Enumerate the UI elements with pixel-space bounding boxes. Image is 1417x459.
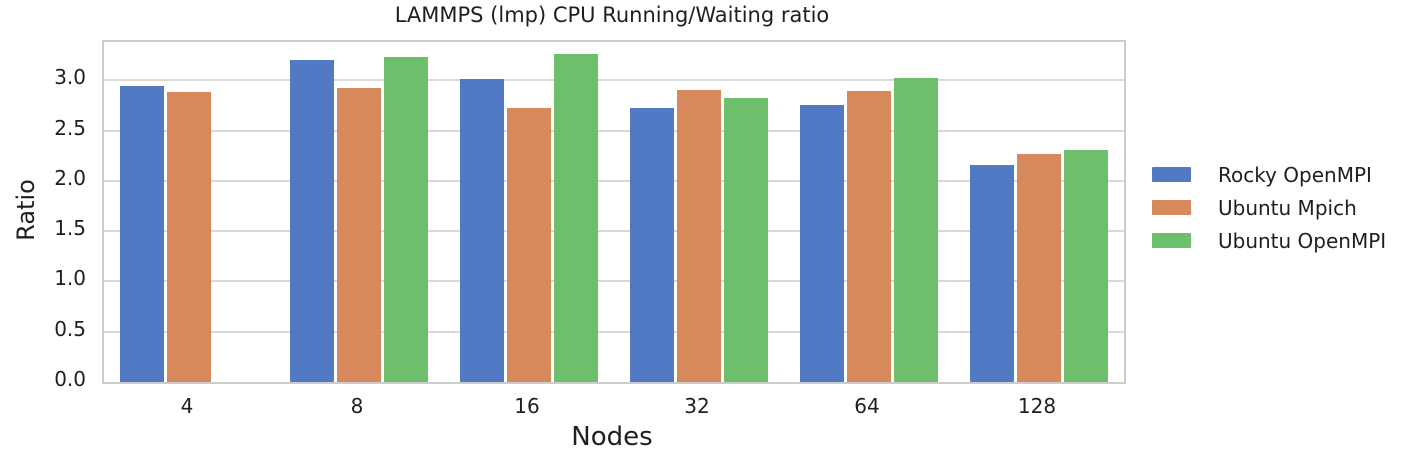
- bar-rocky-openmpi-64: [800, 105, 844, 382]
- x-tick-label: 4: [180, 394, 194, 418]
- bar-ubuntu-openmpi-8: [384, 57, 428, 382]
- chart-title: LAMMPS (lmp) CPU Running/Waiting ratio: [394, 3, 830, 27]
- x-tick-label: 8: [350, 394, 364, 418]
- legend: Rocky OpenMPI Ubuntu Mpich Ubuntu OpenMPI: [1152, 158, 1386, 257]
- bar-rocky-openmpi-4: [120, 86, 164, 382]
- bar-ubuntu-openmpi-32: [724, 98, 768, 382]
- legend-swatch-icon: [1152, 233, 1191, 248]
- y-tick-label: 1.0: [54, 266, 86, 291]
- y-tick-label: 0.5: [54, 316, 86, 341]
- bar-ubuntu-openmpi-128: [1064, 149, 1108, 382]
- bar-ubuntu-mpich-32: [677, 90, 721, 382]
- bar-rocky-openmpi-32: [630, 108, 674, 382]
- gridline: [104, 330, 1124, 333]
- x-axis-label: Nodes: [571, 422, 653, 452]
- gridline: [104, 79, 1124, 82]
- bar-ubuntu-openmpi-16: [554, 54, 598, 382]
- x-tick-label: 32: [684, 394, 710, 418]
- x-tick-label: 64: [854, 394, 880, 418]
- y-tick-label: 2.0: [54, 165, 86, 190]
- plot-area: [102, 40, 1126, 384]
- bar-rocky-openmpi-16: [460, 79, 504, 382]
- bar-ubuntu-openmpi-64: [894, 78, 938, 382]
- gridline: [104, 230, 1124, 233]
- y-tick-label: 0.0: [54, 367, 86, 391]
- y-tick-label: 2.5: [54, 115, 86, 140]
- legend-label: Ubuntu OpenMPI: [1218, 228, 1387, 253]
- bar-ubuntu-mpich-128: [1017, 153, 1061, 382]
- gridline: [104, 179, 1124, 182]
- y-tick-label: 1.5: [54, 216, 86, 241]
- bar-ubuntu-mpich-16: [507, 108, 551, 382]
- bar-rocky-openmpi-128: [970, 164, 1014, 382]
- legend-swatch-icon: [1152, 200, 1191, 215]
- x-tick-label: 16: [514, 394, 540, 418]
- legend-row: Ubuntu Mpich: [1152, 191, 1386, 224]
- y-tick-label: 3.0: [54, 65, 86, 90]
- gridline: [104, 129, 1124, 132]
- gridline: [104, 280, 1124, 283]
- bar-ubuntu-mpich-4: [167, 92, 211, 382]
- x-tick-label: 128: [1017, 394, 1057, 418]
- legend-label: Ubuntu Mpich: [1218, 195, 1357, 220]
- legend-label: Rocky OpenMPI: [1218, 162, 1372, 187]
- legend-swatch-icon: [1152, 167, 1191, 182]
- bar-rocky-openmpi-8: [290, 60, 334, 382]
- legend-row: Rocky OpenMPI: [1152, 158, 1386, 191]
- legend-row: Ubuntu OpenMPI: [1152, 224, 1386, 257]
- bar-ubuntu-mpich-64: [847, 91, 891, 382]
- bar-ubuntu-mpich-8: [337, 88, 381, 382]
